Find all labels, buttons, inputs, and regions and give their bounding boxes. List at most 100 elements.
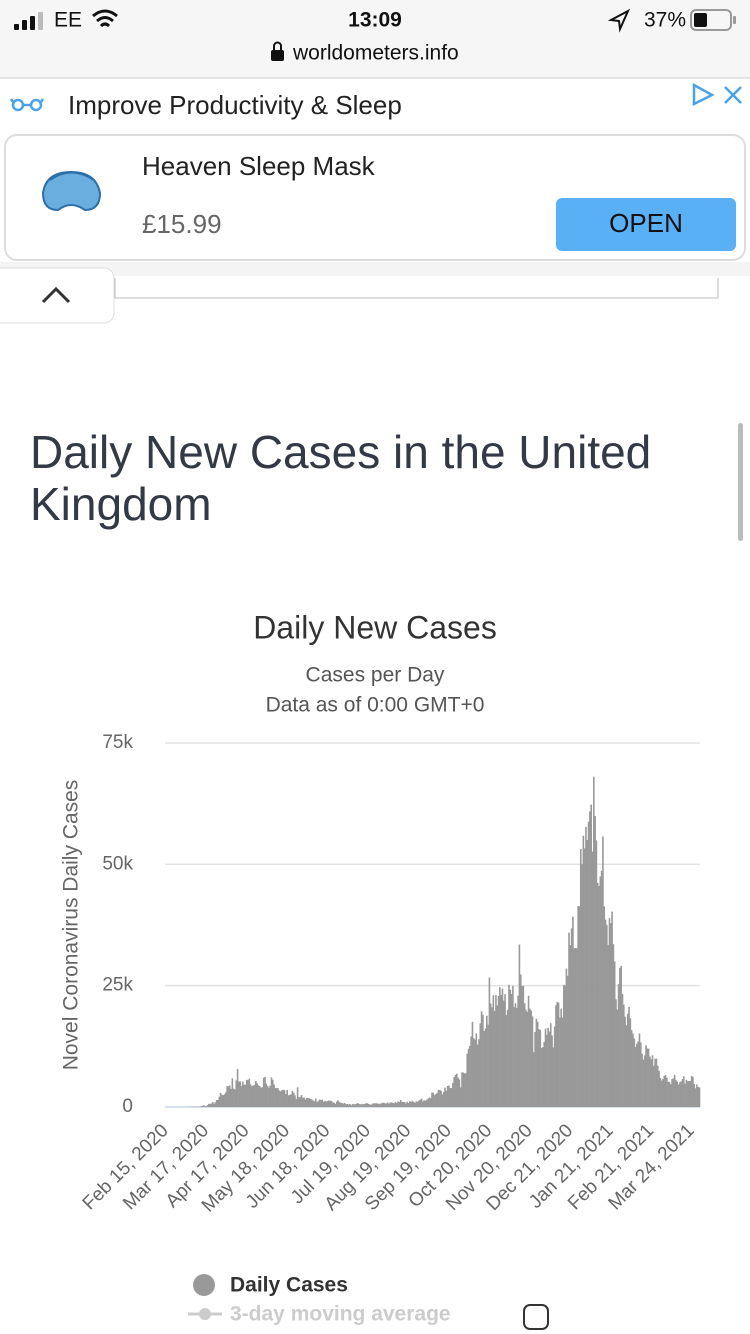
bar	[577, 906, 579, 1107]
bar	[213, 1103, 215, 1107]
bar	[369, 1104, 372, 1107]
bar	[689, 1080, 692, 1107]
open-button[interactable]	[556, 198, 736, 251]
bar	[651, 1055, 654, 1107]
bar	[523, 1003, 526, 1107]
open-button-label[interactable]: OPEN	[609, 208, 683, 238]
bar	[608, 918, 611, 1107]
collapse-tab[interactable]	[0, 267, 115, 324]
bar	[486, 1015, 488, 1107]
bar	[343, 1102, 346, 1107]
legend-toggle[interactable]	[523, 1304, 549, 1330]
bar	[419, 1099, 422, 1107]
bar	[325, 1101, 328, 1107]
bar	[416, 1101, 419, 1107]
bar	[491, 1007, 493, 1107]
bar	[462, 1072, 465, 1107]
bar	[676, 1081, 679, 1107]
bar	[625, 1025, 628, 1107]
bar	[508, 984, 510, 1107]
bar	[209, 1103, 211, 1107]
bar	[328, 1100, 330, 1107]
bar	[454, 1074, 457, 1107]
bar	[375, 1103, 377, 1107]
bar	[365, 1102, 368, 1107]
bar	[350, 1105, 352, 1107]
bar	[566, 975, 569, 1107]
ad-headline[interactable]: Improve Productivity & Sleep	[68, 90, 402, 120]
bar	[617, 984, 620, 1107]
legend-label[interactable]: 3-day moving average	[230, 1303, 451, 1326]
y-tick-label: 25k	[102, 975, 133, 996]
bar	[471, 1021, 474, 1107]
bar	[646, 1048, 649, 1107]
bar	[546, 1034, 548, 1107]
bar	[270, 1077, 273, 1107]
bar	[492, 995, 495, 1107]
bar	[201, 1105, 204, 1107]
bar	[489, 1003, 492, 1107]
url[interactable]: worldometers.info	[292, 42, 459, 65]
bar	[232, 1088, 235, 1107]
bar	[656, 1065, 659, 1107]
bar	[389, 1102, 392, 1107]
bar	[582, 835, 585, 1107]
bar	[530, 1010, 532, 1107]
bar	[649, 1056, 651, 1107]
bar	[544, 1028, 547, 1107]
legend-label[interactable]: Daily Cases	[230, 1274, 348, 1297]
bar	[675, 1080, 677, 1107]
bar	[348, 1103, 351, 1107]
bar	[300, 1095, 303, 1107]
bar	[382, 1102, 385, 1107]
ad-product[interactable]: Heaven Sleep Mask	[142, 151, 376, 181]
chevron-up[interactable]	[41, 286, 71, 304]
bar	[667, 1081, 669, 1107]
bar	[493, 1010, 496, 1107]
bar	[616, 1009, 619, 1107]
bar	[333, 1102, 335, 1107]
bar	[510, 993, 513, 1107]
bar	[548, 1031, 551, 1107]
bar	[294, 1095, 296, 1107]
bar	[272, 1079, 274, 1107]
bar	[279, 1091, 282, 1107]
bar	[553, 1026, 556, 1107]
bar	[394, 1101, 397, 1107]
lock-icon	[271, 41, 284, 61]
bar	[517, 995, 519, 1107]
bar	[561, 1017, 564, 1107]
bar	[598, 886, 600, 1107]
bar	[611, 911, 613, 1107]
bar	[476, 1044, 479, 1107]
bar	[668, 1081, 671, 1107]
bar	[435, 1094, 437, 1107]
bar	[405, 1103, 407, 1107]
bar	[360, 1104, 363, 1107]
bar	[206, 1105, 209, 1107]
bar	[397, 1101, 399, 1107]
y-tick-label: 50k	[102, 853, 133, 874]
bar	[298, 1097, 300, 1107]
bar	[312, 1100, 315, 1107]
bar	[210, 1103, 213, 1107]
ad-close[interactable]	[724, 86, 742, 104]
bar	[214, 1102, 217, 1107]
bar	[269, 1085, 271, 1107]
bar	[257, 1085, 260, 1107]
bar	[226, 1086, 228, 1107]
adchoices-icon[interactable]	[692, 82, 715, 107]
bar	[516, 1007, 518, 1107]
bar	[560, 1008, 562, 1107]
bar	[308, 1098, 311, 1107]
bar	[291, 1091, 294, 1107]
mask-icon	[41, 170, 102, 212]
y-tick-label: 75k	[102, 732, 133, 753]
bar	[299, 1096, 302, 1107]
bar	[521, 985, 523, 1107]
bar	[557, 1002, 560, 1107]
bar	[603, 906, 606, 1107]
bar	[264, 1076, 266, 1107]
bar	[441, 1094, 444, 1107]
bar	[594, 816, 596, 1107]
